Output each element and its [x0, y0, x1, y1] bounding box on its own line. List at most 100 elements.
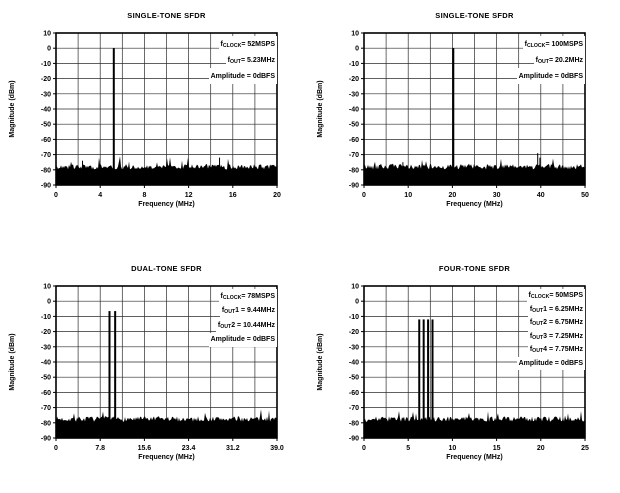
svg-text:-20: -20: [41, 76, 51, 83]
annotation-line: f OUT 4 = 7.75MHz: [527, 343, 585, 357]
chart-title: FOUR-TONE SFDR: [438, 264, 511, 273]
annotation-line: Amplitude = 0dBFS: [208, 332, 277, 347]
chart-dual-tone-sfdr: DUAL-TONE SFDR Magnitude (dBm) 0 7.8 15.6 2…: [0, 253, 308, 493]
svg-text:30: 30: [493, 192, 501, 199]
svg-text:0: 0: [355, 46, 359, 53]
svg-text:10: 10: [43, 31, 51, 38]
svg-text:0: 0: [47, 299, 51, 306]
annotation-line: Amplitude = 0dBFS: [208, 68, 277, 84]
svg-text:20: 20: [537, 445, 545, 452]
svg-text:-90: -90: [349, 183, 359, 190]
x-axis-label: Frequency (MHz): [446, 454, 503, 461]
svg-text:-50: -50: [41, 122, 51, 129]
chart-four-tone-sfdr: FOUR-TONE SFDR Magnitude (dBm) 0 5 10 15 20 2…: [308, 253, 616, 493]
svg-text:-60: -60: [349, 390, 359, 397]
svg-text:-50: -50: [349, 122, 359, 129]
annotation-line: f OUT 3 = 7.25MHz: [527, 329, 585, 343]
svg-text:-40: -40: [41, 107, 51, 114]
svg-text:7.8: 7.8: [95, 445, 105, 452]
svg-text:-60: -60: [349, 137, 359, 144]
svg-text:-50: -50: [41, 375, 51, 382]
plot-canvas: 0 7.8 15.6 23.4 31.2 39.0 10 0 -10 -20 -30 -40 -50 -6…: [41, 284, 284, 453]
svg-text:16: 16: [229, 192, 237, 199]
annotation-line: f OUT 2 = 10.44MHz: [215, 318, 277, 333]
svg-text:0: 0: [54, 445, 58, 452]
svg-text:-70: -70: [41, 405, 51, 412]
svg-text:20: 20: [273, 192, 281, 199]
plot-canvas: 0 10 20 30 40 50 10 0 -10 -20 -30 -40 -50 -60 -70 -80 -9…: [349, 31, 589, 200]
annotation-line: f CLOCK = 78MSPS: [218, 289, 277, 304]
svg-text:23.4: 23.4: [182, 445, 196, 452]
annotation-line: Amplitude = 0dBFS: [516, 68, 585, 84]
svg-text:-90: -90: [41, 183, 51, 190]
svg-text:-80: -80: [349, 167, 359, 174]
svg-text:-30: -30: [41, 91, 51, 98]
svg-text:-90: -90: [41, 436, 51, 443]
svg-text:-10: -10: [41, 61, 51, 68]
svg-text:-40: -40: [41, 360, 51, 367]
annotation-line: f OUT 1 = 9.44MHz: [219, 303, 277, 318]
svg-text:-80: -80: [41, 167, 51, 174]
svg-text:-60: -60: [41, 390, 51, 397]
svg-text:0: 0: [362, 445, 366, 452]
svg-text:10: 10: [43, 284, 51, 291]
svg-text:-30: -30: [349, 344, 359, 351]
svg-text:0: 0: [362, 192, 366, 199]
svg-text:4: 4: [98, 192, 102, 199]
annotation-line: f OUT 1 = 6.25MHz: [527, 302, 585, 316]
fft-sfdr-figure: SINGLE-TONE SFDR Magnitude (dBm) 0 4 8 12 16…: [0, 0, 616, 461]
svg-text:10: 10: [351, 284, 359, 291]
svg-text:-10: -10: [41, 314, 51, 321]
chart-single-tone-sfdr-100msps: SINGLE-TONE SFDR Magnitude (dBm) 0 10 20 30…: [308, 0, 616, 240]
x-axis-label: Frequency (MHz): [138, 454, 195, 461]
svg-text:25: 25: [581, 445, 589, 452]
chart-title: SINGLE-TONE SFDR: [435, 11, 514, 20]
svg-text:12: 12: [185, 192, 193, 199]
svg-text:-30: -30: [349, 91, 359, 98]
svg-text:-10: -10: [349, 61, 359, 68]
svg-text:0: 0: [47, 46, 51, 53]
annotation-line: f CLOCK = 50MSPS: [526, 289, 585, 303]
svg-text:-60: -60: [41, 137, 51, 144]
svg-text:15: 15: [493, 445, 501, 452]
svg-text:-70: -70: [349, 152, 359, 159]
x-axis-label: Frequency (MHz): [138, 201, 195, 208]
annotation-line: f CLOCK = 52MSPS: [218, 36, 277, 52]
svg-text:10: 10: [449, 445, 457, 452]
annotation-line: f CLOCK = 100MSPS: [522, 36, 585, 52]
annotation-block: f CLOCK = 50MSPS f OUT 1 = 6.25MHz f OUT 2 = 6.…: [516, 289, 585, 370]
annotation-line: f OUT = 5.23MHz: [225, 52, 277, 68]
svg-text:10: 10: [351, 31, 359, 38]
svg-text:-40: -40: [349, 360, 359, 367]
annotation-line: f OUT = 20.2MHz: [533, 52, 585, 68]
svg-text:-10: -10: [349, 314, 359, 321]
svg-text:8: 8: [142, 192, 146, 199]
chart-title: SINGLE-TONE SFDR: [127, 11, 206, 20]
annotation-line: Amplitude = 0dBFS: [516, 356, 585, 370]
svg-text:-20: -20: [41, 329, 51, 336]
x-axis-label: Frequency (MHz): [446, 201, 503, 208]
annotation-line: f OUT 2 = 6.75MHz: [527, 316, 585, 330]
svg-text:-70: -70: [349, 405, 359, 412]
svg-text:50: 50: [581, 192, 589, 199]
chart-title: DUAL-TONE SFDR: [131, 264, 202, 273]
svg-text:10: 10: [404, 192, 412, 199]
svg-text:31.2: 31.2: [226, 445, 240, 452]
svg-text:-80: -80: [349, 420, 359, 427]
svg-text:20: 20: [449, 192, 457, 199]
svg-text:-70: -70: [41, 152, 51, 159]
svg-text:-50: -50: [349, 375, 359, 382]
annotation-block: f CLOCK = 78MSPS f OUT 1 = 9.44MHz f OUT 2 = 10…: [208, 289, 277, 347]
svg-text:-20: -20: [349, 329, 359, 336]
svg-text:40: 40: [537, 192, 545, 199]
svg-text:0: 0: [355, 299, 359, 306]
svg-text:-90: -90: [349, 436, 359, 443]
svg-text:-30: -30: [41, 344, 51, 351]
annotation-block: f CLOCK = 52MSPS f OUT = 5.23MHz Amplitude =…: [208, 36, 277, 84]
svg-text:0: 0: [54, 192, 58, 199]
svg-text:-40: -40: [349, 107, 359, 114]
svg-text:-80: -80: [41, 420, 51, 427]
annotation-block: f CLOCK = 100MSPS f OUT = 20.2MHz Amplitude …: [516, 36, 585, 84]
chart-single-tone-sfdr-52msps: SINGLE-TONE SFDR Magnitude (dBm) 0 4 8 12 16…: [0, 0, 308, 240]
svg-text:15.6: 15.6: [138, 445, 152, 452]
